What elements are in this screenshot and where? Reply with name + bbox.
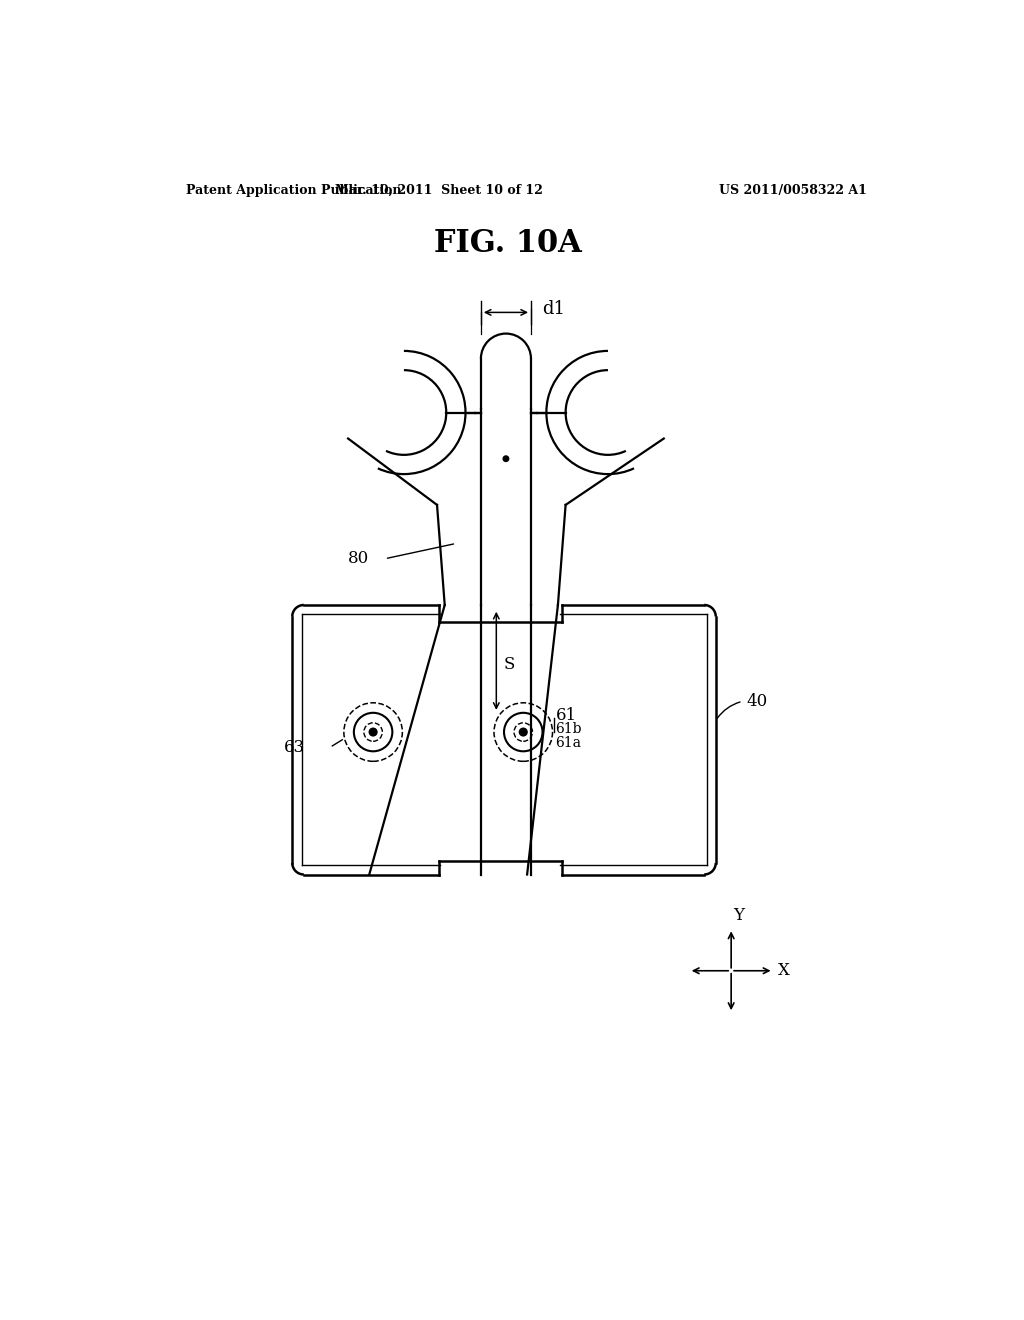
Text: FIG. 10A: FIG. 10A <box>434 227 582 259</box>
Text: Patent Application Publication: Patent Application Publication <box>186 185 401 197</box>
Text: 40: 40 <box>746 693 768 710</box>
Text: US 2011/0058322 A1: US 2011/0058322 A1 <box>719 185 866 197</box>
Circle shape <box>370 729 377 737</box>
Circle shape <box>519 729 527 737</box>
Text: S: S <box>504 656 515 673</box>
Text: 61: 61 <box>556 706 577 723</box>
Text: d1: d1 <box>542 301 565 318</box>
Circle shape <box>503 455 509 462</box>
Text: 80: 80 <box>348 550 370 568</box>
Text: 61a: 61a <box>556 735 582 750</box>
Text: 61b: 61b <box>556 722 582 737</box>
Text: 63: 63 <box>285 739 305 756</box>
Text: Y: Y <box>733 907 744 924</box>
Text: Mar. 10, 2011  Sheet 10 of 12: Mar. 10, 2011 Sheet 10 of 12 <box>335 185 543 197</box>
Text: X: X <box>778 962 790 979</box>
